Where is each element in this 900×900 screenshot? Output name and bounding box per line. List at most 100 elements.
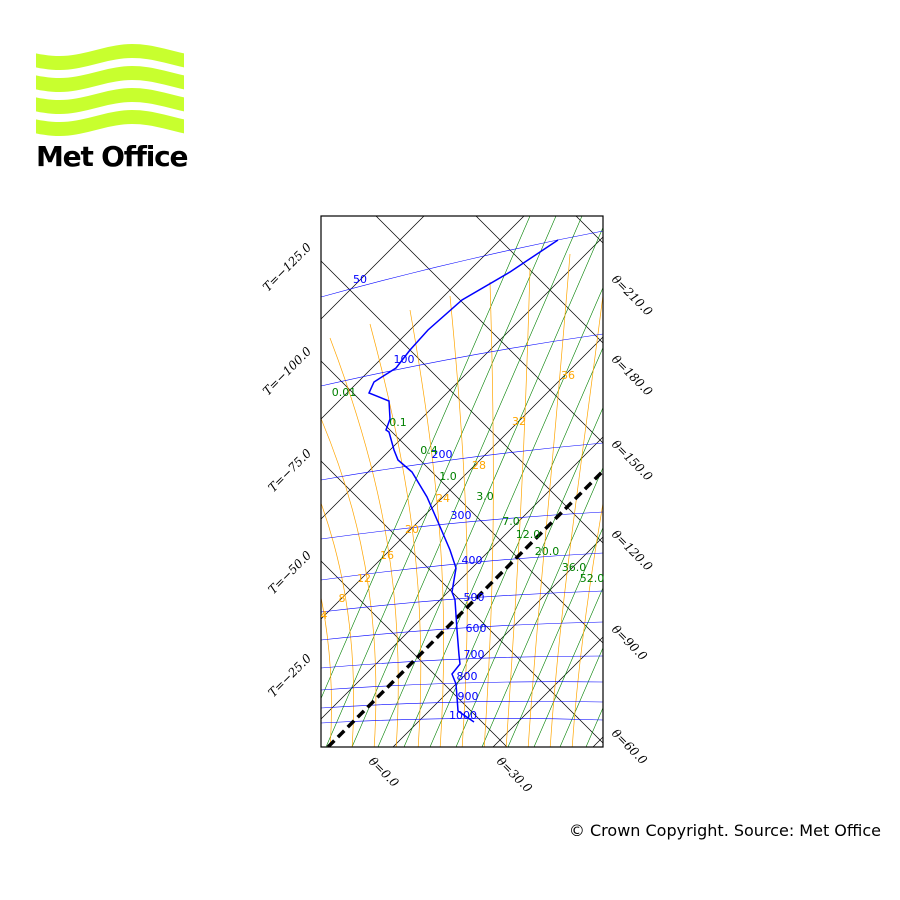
mixing-ratio-label: 0.4 xyxy=(420,444,438,457)
isobar-label: 400 xyxy=(462,554,483,567)
wet-adiabat-line xyxy=(527,253,571,747)
parcel-path xyxy=(326,469,603,747)
isobar-label: 500 xyxy=(464,591,485,604)
wet-adiabat-label: 12 xyxy=(357,572,371,585)
isotherm-line xyxy=(321,336,603,620)
wet-adiabat-label: 4 xyxy=(321,609,328,622)
logo-wave xyxy=(36,110,184,136)
mixing-ratio-label: 0.1 xyxy=(389,416,407,429)
theta-tick-label: θ=90.0 xyxy=(609,622,650,663)
mixing-ratio-label: 0.01 xyxy=(332,386,357,399)
dry-adiabat-lines xyxy=(321,216,603,747)
temperature-tick-label: T=−75.0 xyxy=(265,446,314,495)
mixing-ratio-line xyxy=(351,216,583,747)
theta-tick-label: θ=120.0 xyxy=(609,527,656,574)
isobar-line xyxy=(321,552,603,581)
theta-tick-label: θ=30.0 xyxy=(494,754,535,795)
isobar-line xyxy=(321,655,603,669)
wet-adiabat-label: 16 xyxy=(380,549,394,562)
isobar-line xyxy=(321,700,603,709)
isotherm-lines xyxy=(321,216,603,747)
temperature-tick-label: T=−50.0 xyxy=(265,548,314,597)
dry-adiabat-line xyxy=(321,260,603,544)
wet-adiabat-lines xyxy=(321,253,603,747)
dry-adiabat-line xyxy=(475,216,603,344)
mixing-ratio-label: 7.0 xyxy=(502,515,520,528)
mixing-ratio-line xyxy=(403,287,603,747)
temperature-tick-label: T=−125.0 xyxy=(260,240,314,294)
met-office-logo: Met Office xyxy=(36,44,189,176)
isobar-line xyxy=(321,621,603,641)
wet-adiabat-line xyxy=(329,337,399,747)
mixing-ratio-label: 12.0 xyxy=(516,528,541,541)
temperature-tick-label: T=−100.0 xyxy=(260,344,314,398)
isobar-line xyxy=(321,230,603,298)
isotherm-line xyxy=(321,436,603,720)
mixing-ratio-line xyxy=(377,227,603,747)
isobar-label: 50 xyxy=(353,273,367,286)
temperature-tick-label: T=−25.0 xyxy=(265,651,314,700)
mixing-ratio-line xyxy=(507,527,603,747)
wet-adiabat-label: 32 xyxy=(512,415,526,428)
isotherm-line xyxy=(592,736,603,747)
copyright-notice: © Crown Copyright. Source: Met Office xyxy=(568,821,881,840)
mixing-ratio-line xyxy=(533,587,603,747)
wet-adiabat-label: 20 xyxy=(405,523,419,536)
isobar-label: 200 xyxy=(432,448,453,461)
line-labels: 50 100 200 300 400 500 600 700 800 900 1000 0.01 0.1… xyxy=(321,273,605,722)
wet-adiabat-line xyxy=(571,500,603,747)
wet-adiabat-line xyxy=(369,323,422,747)
isobar-line xyxy=(321,511,603,540)
isotherm-line xyxy=(321,216,525,420)
wet-adiabat-label: 36 xyxy=(561,369,575,382)
logo-wave xyxy=(36,66,184,92)
met-office-logo-waves xyxy=(36,44,184,136)
mixing-ratio-line xyxy=(585,707,603,747)
logo-wave xyxy=(36,88,184,114)
wet-adiabat-line xyxy=(409,309,445,747)
wet-adiabat-line xyxy=(449,295,468,747)
wet-adiabat-line xyxy=(549,292,603,747)
mixing-ratio-line xyxy=(559,647,603,747)
wet-adiabat-label: 28 xyxy=(472,459,486,472)
isobar-label: 900 xyxy=(458,690,479,703)
isobar-label: 300 xyxy=(451,509,472,522)
isobar-label: 1000 xyxy=(449,709,477,722)
mixing-ratio-label: 36.0 xyxy=(562,561,587,574)
mixing-ratio-line xyxy=(321,216,531,699)
wet-adiabat-line xyxy=(505,267,531,747)
mixing-ratio-line xyxy=(429,347,603,747)
theta-tick-label: θ=150.0 xyxy=(609,437,656,484)
mixing-ratio-line xyxy=(325,216,557,747)
temperature-profile-line xyxy=(367,239,559,723)
wet-adiabat-line xyxy=(321,596,332,747)
isobar-line xyxy=(321,333,603,387)
isobar-line xyxy=(321,718,603,724)
isobar-lines xyxy=(321,230,603,724)
isotherm-line xyxy=(492,636,603,747)
isotherm-line xyxy=(392,536,603,747)
mixing-ratio-line xyxy=(455,407,603,747)
dry-adiabat-line xyxy=(375,216,603,444)
isotherm-line xyxy=(321,216,425,320)
isobar-label: 100 xyxy=(394,353,415,366)
mixing-ratio-line xyxy=(481,467,603,747)
mixing-ratio-label: 20.0 xyxy=(535,545,560,558)
theta-tick-label: θ=0.0 xyxy=(366,754,402,790)
wet-adiabat-line xyxy=(321,417,377,747)
theta-tick-label: θ=210.0 xyxy=(609,272,656,319)
mixing-ratio-lines xyxy=(321,216,603,747)
wet-adiabat-line xyxy=(321,502,355,747)
isobar-label: 700 xyxy=(464,648,485,661)
mixing-ratio-label: 3.0 xyxy=(476,490,494,503)
isobar-line xyxy=(321,681,603,691)
isobar-line xyxy=(321,590,603,613)
dry-adiabat-line xyxy=(321,360,603,644)
mixing-ratio-label: 1.0 xyxy=(439,470,457,483)
theta-tick-label: θ=60.0 xyxy=(609,726,650,767)
mixing-ratio-label: 52.0 xyxy=(580,572,605,585)
wet-adiabat-label: 24 xyxy=(436,492,450,505)
wet-adiabat-line xyxy=(483,281,494,747)
isobar-line xyxy=(321,442,603,481)
